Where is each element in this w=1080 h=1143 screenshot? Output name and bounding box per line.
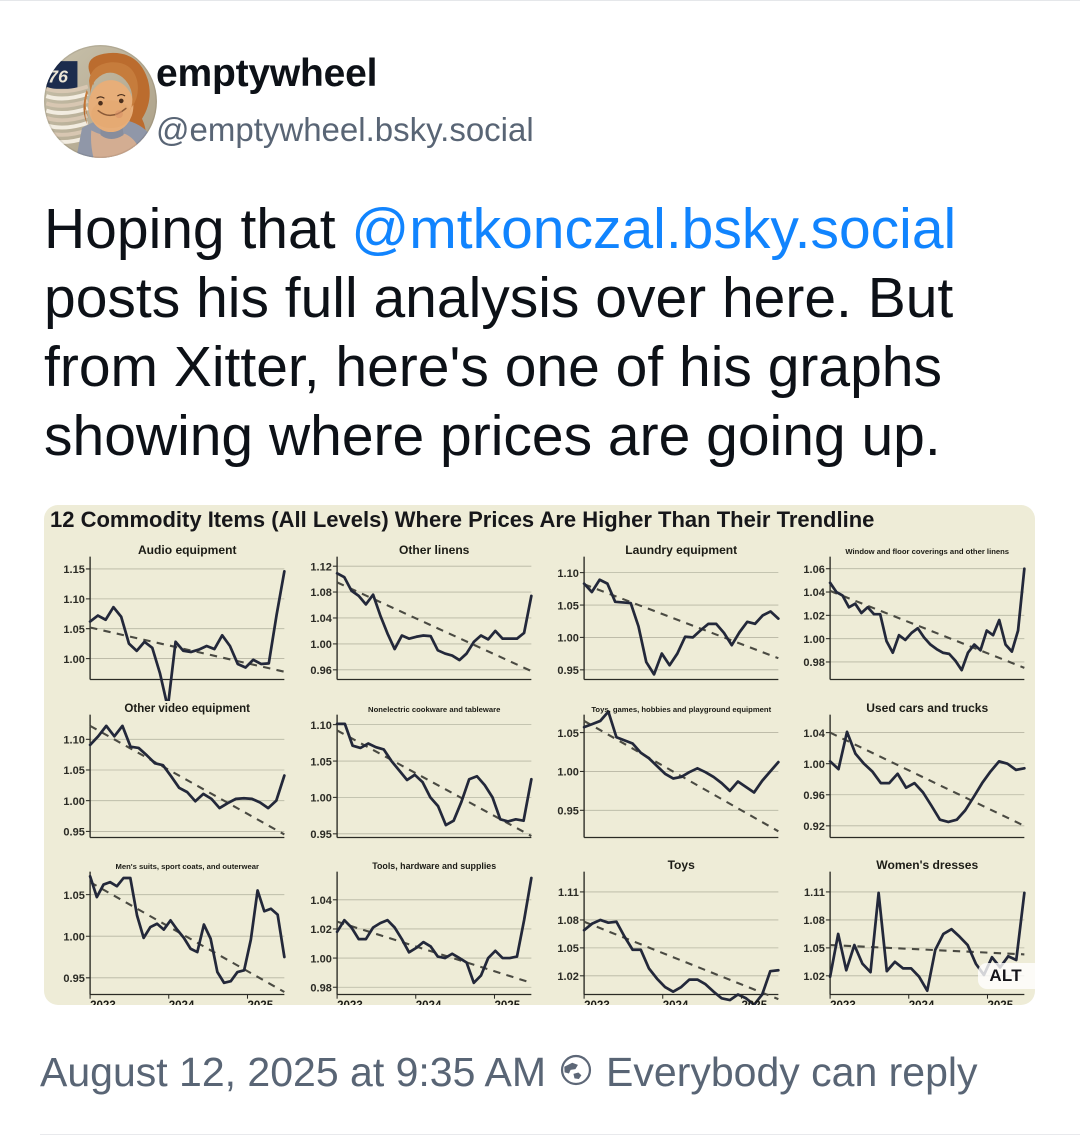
svg-text:1.10: 1.10 (63, 594, 84, 606)
svg-text:1.05: 1.05 (63, 890, 84, 902)
svg-text:1.02: 1.02 (804, 611, 825, 623)
svg-text:1.10: 1.10 (310, 719, 331, 731)
svg-text:0.98: 0.98 (310, 982, 331, 994)
svg-text:1.10: 1.10 (63, 734, 84, 746)
svg-text:0.95: 0.95 (63, 973, 84, 985)
svg-text:Laundry equipment: Laundry equipment (625, 543, 737, 557)
svg-text:1.10: 1.10 (557, 568, 578, 580)
svg-text:1.00: 1.00 (804, 634, 825, 646)
svg-text:0.95: 0.95 (557, 805, 578, 817)
svg-text:1.05: 1.05 (804, 943, 825, 955)
svg-text:1.04: 1.04 (310, 613, 332, 625)
svg-text:0.95: 0.95 (310, 829, 331, 841)
svg-text:Tools, hardware and supplies: Tools, hardware and supplies (372, 861, 496, 871)
svg-text:2024: 2024 (169, 1000, 195, 1005)
svg-text:0.95: 0.95 (557, 665, 578, 677)
svg-text:2024: 2024 (909, 1000, 935, 1005)
svg-text:1.05: 1.05 (310, 756, 331, 768)
svg-text:1.04: 1.04 (804, 727, 826, 739)
svg-text:1.00: 1.00 (63, 654, 84, 666)
svg-text:1.15: 1.15 (63, 564, 84, 576)
svg-text:1.11: 1.11 (558, 887, 579, 899)
svg-text:2025: 2025 (247, 1000, 273, 1005)
svg-text:1.02: 1.02 (557, 971, 578, 983)
svg-text:2023: 2023 (584, 1000, 610, 1005)
svg-text:2025: 2025 (988, 1000, 1014, 1005)
svg-text:0.98: 0.98 (804, 657, 825, 669)
svg-text:0.96: 0.96 (804, 789, 825, 801)
svg-text:1.00: 1.00 (63, 931, 84, 943)
svg-text:1.04: 1.04 (310, 895, 332, 907)
svg-text:0.96: 0.96 (310, 665, 331, 677)
svg-text:2023: 2023 (337, 1000, 363, 1005)
svg-text:Window and floor coverings and: Window and floor coverings and other lin… (846, 547, 1010, 556)
svg-text:1.05: 1.05 (557, 943, 578, 955)
svg-text:1.05: 1.05 (557, 727, 578, 739)
svg-text:1.00: 1.00 (310, 953, 331, 965)
svg-text:Audio equipment: Audio equipment (138, 543, 237, 557)
svg-text:Other video equipment: Other video equipment (124, 703, 250, 715)
svg-text:1.05: 1.05 (63, 765, 84, 777)
svg-text:2025: 2025 (741, 1000, 767, 1005)
svg-text:Used cars and trucks: Used cars and trucks (866, 701, 988, 715)
svg-text:Women's dresses: Women's dresses (877, 858, 979, 872)
svg-text:Toys: Toys (667, 858, 695, 872)
svg-text:1.02: 1.02 (804, 971, 825, 983)
svg-text:1.06: 1.06 (804, 564, 825, 576)
svg-text:1.08: 1.08 (804, 915, 825, 927)
svg-text:1.00: 1.00 (557, 633, 578, 645)
svg-text:1.11: 1.11 (804, 887, 825, 899)
svg-text:2024: 2024 (415, 1000, 441, 1005)
svg-text:1.00: 1.00 (310, 792, 331, 804)
svg-text:1.05: 1.05 (557, 600, 578, 612)
svg-text:2024: 2024 (662, 1000, 688, 1005)
svg-text:Toys, games, hobbies and playg: Toys, games, hobbies and playground equi… (591, 705, 771, 714)
svg-text:1.05: 1.05 (63, 624, 84, 636)
svg-text:2023: 2023 (830, 1000, 856, 1005)
svg-text:1.08: 1.08 (310, 587, 331, 599)
svg-text:0.92: 0.92 (804, 821, 825, 833)
svg-text:1.08: 1.08 (557, 915, 578, 927)
svg-text:2025: 2025 (494, 1000, 520, 1005)
svg-text:1.00: 1.00 (63, 795, 84, 807)
svg-text:Men's suits, sport coats, and: Men's suits, sport coats, and outerwear (115, 862, 259, 871)
svg-text:1.00: 1.00 (310, 639, 331, 651)
svg-text:1.04: 1.04 (804, 587, 826, 599)
svg-text:1.02: 1.02 (310, 924, 331, 936)
svg-text:1.00: 1.00 (804, 758, 825, 770)
svg-text:1.12: 1.12 (310, 561, 331, 573)
svg-text:1.00: 1.00 (557, 766, 578, 778)
svg-text:Other linens: Other linens (399, 543, 470, 557)
svg-text:2023: 2023 (90, 1000, 116, 1005)
svg-text:Nonelectric cookware and table: Nonelectric cookware and tableware (368, 705, 500, 714)
svg-text:0.95: 0.95 (63, 826, 84, 838)
